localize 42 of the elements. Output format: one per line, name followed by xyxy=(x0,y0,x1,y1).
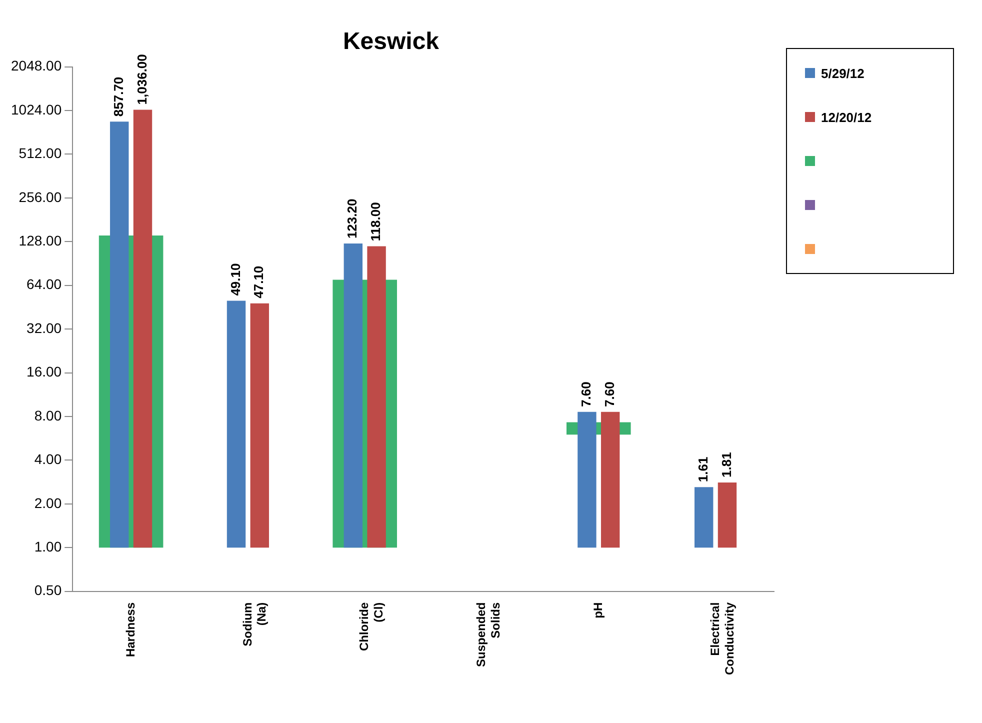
data-label: 7.60 xyxy=(578,382,594,407)
data-label: 123.20 xyxy=(344,198,360,239)
legend-label: 5/29/12 xyxy=(821,66,864,80)
bar xyxy=(600,412,620,548)
y-tick-label: 128.00 xyxy=(18,232,62,249)
y-tick-label: 512.00 xyxy=(18,145,62,162)
data-label: 1.61 xyxy=(695,456,710,482)
data-label: 7.60 xyxy=(602,382,617,407)
legend-label: 12/20/12 xyxy=(821,110,872,124)
x-tick-label: pH xyxy=(590,602,605,618)
x-tick-label: Sodium (Na) xyxy=(240,602,269,646)
bar xyxy=(694,487,714,548)
bar xyxy=(226,300,246,548)
y-tick-label: 4.00 xyxy=(34,451,62,468)
y-tick-label: 8.00 xyxy=(34,407,62,424)
data-label: 1.81 xyxy=(718,452,734,478)
y-tick-label: 16.00 xyxy=(26,364,62,380)
y-tick-label: 2.00 xyxy=(34,494,62,511)
data-label: 857.70 xyxy=(110,76,126,117)
data-label: 118.00 xyxy=(368,202,384,242)
bar xyxy=(110,122,129,548)
bar xyxy=(367,246,386,548)
bar xyxy=(718,482,737,548)
bar xyxy=(578,412,596,548)
bar xyxy=(344,244,363,548)
y-tick-label: 256.00 xyxy=(18,188,62,205)
chart-title: Keswick xyxy=(342,28,440,56)
data-label: 49.10 xyxy=(228,263,243,296)
y-tick-label: 1024.00 xyxy=(10,101,62,118)
bar xyxy=(250,303,269,548)
x-tick-label: Electrical Conductivity xyxy=(708,602,736,676)
y-tick-label: 2048.00 xyxy=(10,58,62,74)
x-tick-label: Suspended Solids xyxy=(474,602,502,668)
y-tick-label: 1.00 xyxy=(34,538,62,554)
y-tick-label: 0.50 xyxy=(34,582,62,598)
data-label: 47.10 xyxy=(251,266,266,298)
y-tick-label: 32.00 xyxy=(26,320,62,336)
y-tick-label: 64.00 xyxy=(26,276,62,292)
x-tick-label: Hardness xyxy=(123,602,138,658)
data-label: 1,036.00 xyxy=(134,54,150,105)
x-tick-label: Chloride (Cl) xyxy=(357,602,386,652)
bar xyxy=(133,110,152,548)
